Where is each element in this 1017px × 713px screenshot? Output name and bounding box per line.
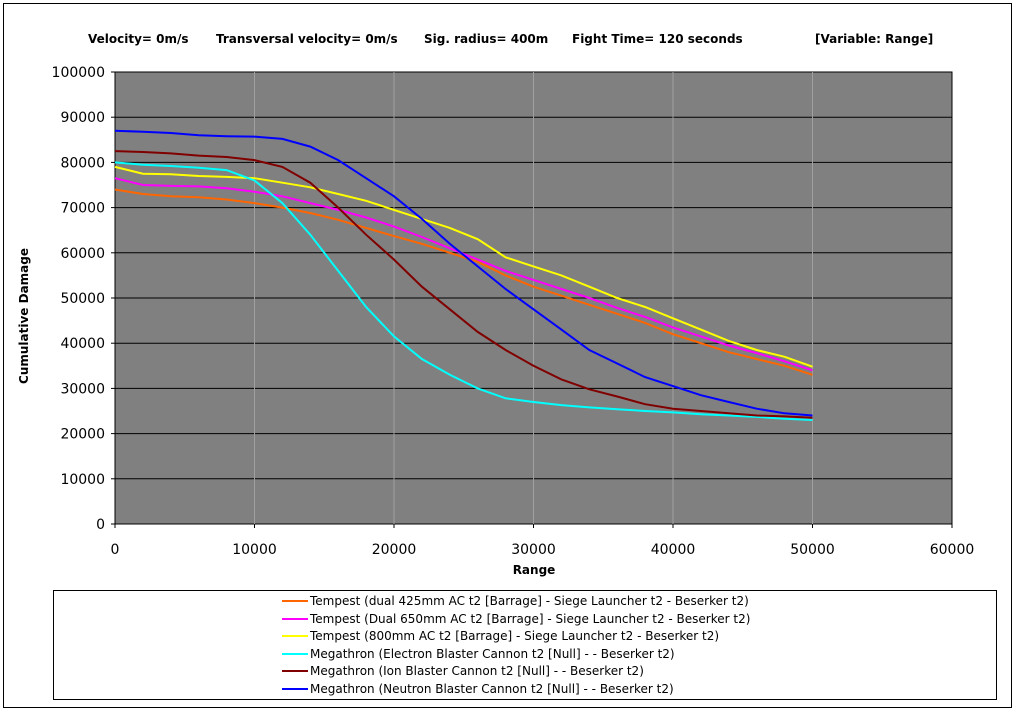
series-lines	[114, 129, 813, 421]
legend-label: Tempest (800mm AC t2 [Barrage] - Siege L…	[310, 629, 720, 644]
y-tick-label: 10000	[60, 472, 105, 488]
legend-item: Tempest (Dual 650mm AC t2 [Barrage] - Si…	[282, 610, 750, 628]
legend-swatch	[282, 652, 308, 655]
x-tick-label: 0	[111, 542, 120, 558]
x-tick-label: 20000	[372, 542, 417, 558]
legend-item: Megathron (Electron Blaster Cannon t2 [N…	[282, 645, 675, 663]
series-line-4	[114, 150, 813, 419]
legend-label: Tempest (Dual 650mm AC t2 [Barrage] - Si…	[310, 611, 751, 626]
y-axis-label: Cumulative Damage	[17, 248, 31, 384]
y-tick-label: 100000	[52, 65, 105, 81]
fight-time-label: Fight Time= 120 seconds	[572, 32, 743, 46]
legend-swatch	[282, 600, 308, 602]
x-tick-label: 40000	[651, 542, 696, 558]
legend-item: Megathron (Ion Blaster Cannon t2 [Null] …	[282, 662, 644, 680]
legend-item: Tempest (dual 425mm AC t2 [Barrage] - Si…	[282, 592, 749, 610]
legend-swatch	[282, 670, 308, 673]
legend-item: Tempest (800mm AC t2 [Barrage] - Siege L…	[282, 627, 719, 645]
transversal-velocity-label: Transversal velocity= 0m/s	[216, 32, 398, 46]
legend-swatch	[282, 617, 308, 620]
legend-label: Tempest (dual 425mm AC t2 [Barrage] - Si…	[310, 594, 749, 608]
legend-label: Megathron (Neutron Blaster Cannon t2 [Nu…	[310, 682, 674, 696]
y-tick-label: 30000	[60, 381, 105, 397]
sig-radius-label: Sig. radius= 400m	[424, 32, 549, 46]
y-tick-label: 60000	[60, 246, 105, 262]
x-tick-label: 30000	[511, 542, 556, 558]
tick-labels: 0 10000 20000 30000 40000 50000 60000 70000 8000…	[52, 65, 975, 558]
y-tick-label: 50000	[60, 291, 105, 307]
y-tick-label: 40000	[60, 336, 105, 352]
legend-label: Megathron (Ion Blaster Cannon t2 [Null] …	[310, 664, 644, 679]
y-tick-label: 0	[96, 517, 105, 533]
series-line-5	[114, 129, 813, 417]
legend-label: Megathron (Electron Blaster Cannon t2 [N…	[310, 646, 675, 661]
legend: Tempest (dual 425mm AC t2 [Barrage] - Si…	[53, 590, 997, 700]
legend-swatch	[282, 688, 308, 690]
y-tick-label: 80000	[60, 155, 105, 171]
series-line-0	[114, 188, 813, 376]
chart-frame	[3, 3, 1012, 708]
x-tick-label: 10000	[232, 542, 277, 558]
series-line-2	[114, 165, 813, 368]
velocity-label: Velocity= 0m/s	[88, 32, 189, 46]
variable-label: [Variable: Range]	[815, 32, 934, 46]
x-tick-label: 60000	[930, 542, 975, 558]
legend-item: Megathron (Neutron Blaster Cannon t2 [Nu…	[282, 680, 674, 698]
gridlines	[111, 71, 953, 528]
y-tick-label: 90000	[60, 110, 105, 126]
x-tick-label: 50000	[790, 542, 835, 558]
y-tick-label: 20000	[60, 427, 105, 443]
y-tick-label: 70000	[60, 201, 105, 217]
x-axis-label: Range	[513, 563, 556, 577]
legend-swatch	[282, 635, 308, 638]
series-line-3	[114, 161, 813, 421]
